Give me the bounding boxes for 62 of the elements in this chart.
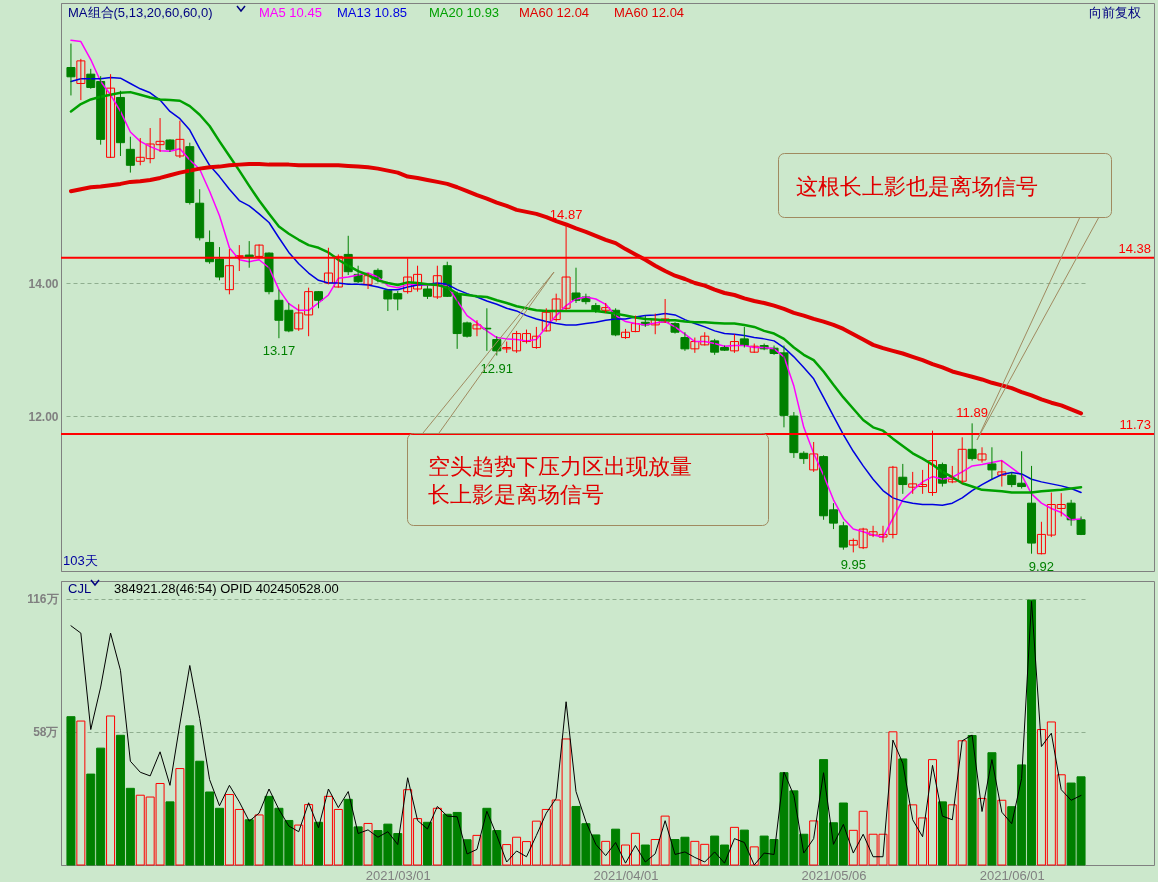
- text: MA60 12.04: [519, 5, 590, 20]
- annotation: 9.95: [840, 557, 866, 573]
- candlestick: [838, 521, 848, 551]
- candlestick: [244, 240, 254, 269]
- bar: [997, 799, 1007, 866]
- annotation: 384921.28(46:54) OPID 402450528.00: [114, 581, 339, 596]
- bar: [254, 814, 264, 866]
- candlestick: [472, 319, 482, 337]
- bar: [611, 828, 621, 866]
- text: MA5 10.45: [259, 5, 322, 20]
- annotation: 这根长上影也是离场信号: [796, 174, 1038, 199]
- bar: [601, 840, 611, 866]
- ref-line-label: 11.73: [1119, 416, 1151, 432]
- x-tick-label: 2021/03/01: [365, 867, 431, 882]
- bar: [809, 820, 819, 866]
- candlestick: [165, 138, 175, 153]
- candlestick: [977, 446, 987, 464]
- bar: [363, 822, 373, 866]
- bar: [977, 797, 987, 866]
- annotation: 14.87: [549, 207, 583, 223]
- bar: [432, 807, 442, 866]
- annotation: CJL: [68, 581, 92, 596]
- candlestick: [987, 446, 997, 480]
- annotation: 9.92: [1028, 559, 1055, 575]
- x-tick-label: 2021/04/01: [593, 867, 659, 882]
- bar: [244, 819, 254, 866]
- candlestick: [908, 471, 918, 495]
- candlestick: [680, 331, 690, 352]
- bar: [175, 768, 185, 866]
- annotation: 13.17: [262, 343, 296, 359]
- line-series: [68, 161, 1084, 416]
- bar: [66, 716, 76, 866]
- annotation: 12.91: [480, 360, 514, 376]
- bar: [422, 821, 432, 866]
- bar: [898, 758, 908, 866]
- annotation: MA组合(5,13,20,60,60,0): [68, 5, 213, 20]
- text: MA13 10.85: [337, 5, 408, 20]
- bar: [165, 801, 175, 866]
- bar: [937, 801, 947, 866]
- bar: [729, 826, 739, 866]
- y-tick-label: 14.00: [28, 276, 59, 291]
- ref-line-label: 14.38: [1118, 240, 1151, 256]
- candlestick: [422, 285, 432, 300]
- text: MA20 10.93: [429, 5, 500, 20]
- x-tick-label: 2021/05/06: [801, 867, 867, 882]
- bar: [314, 821, 324, 866]
- annotation: MA60 12.04: [614, 5, 685, 20]
- annotation: 103天: [63, 553, 98, 568]
- y-tick-label: 12.00: [28, 409, 59, 424]
- bar: [967, 735, 977, 866]
- line-series: [70, 600, 1082, 866]
- bar: [472, 834, 482, 866]
- annotation: 11.89: [956, 405, 988, 421]
- bar: [739, 829, 749, 866]
- bar: [987, 752, 997, 866]
- x-tick-label: 2021/06/01: [979, 867, 1045, 882]
- text: 向前复权: [1089, 5, 1141, 20]
- annotation: 空头趋势下压力区出现放量长上影是离场信号: [428, 454, 692, 507]
- y-tick-label: 116万: [27, 592, 59, 607]
- y-tick-label: 58万: [33, 725, 59, 740]
- bar: [76, 720, 86, 866]
- bar: [106, 715, 116, 866]
